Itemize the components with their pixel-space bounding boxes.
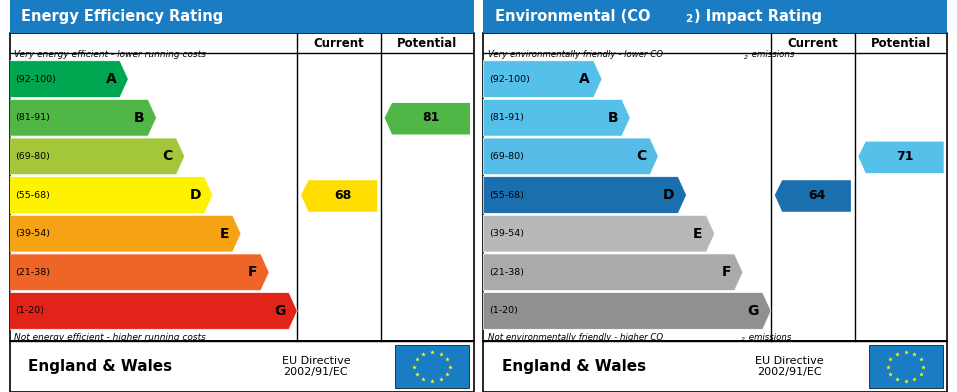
Bar (483, 0, 947, 33)
Text: 64: 64 (808, 189, 825, 201)
Text: emissions: emissions (749, 51, 794, 59)
Text: (39-54): (39-54) (15, 229, 50, 238)
Text: E: E (693, 227, 702, 241)
Text: (21-38): (21-38) (15, 268, 50, 277)
Bar (869, 345, 943, 388)
Text: B: B (608, 111, 618, 125)
Polygon shape (483, 61, 602, 98)
Text: C: C (163, 149, 172, 163)
Polygon shape (301, 180, 377, 212)
Text: Current: Current (788, 36, 838, 50)
Text: A: A (105, 72, 116, 86)
Polygon shape (483, 292, 771, 329)
Polygon shape (10, 177, 212, 213)
Text: EU Directive
2002/91/EC: EU Directive 2002/91/EC (755, 356, 824, 377)
Polygon shape (483, 215, 715, 252)
Text: (55-68): (55-68) (489, 191, 523, 200)
Text: G: G (274, 304, 285, 318)
Polygon shape (385, 103, 470, 134)
Polygon shape (10, 254, 269, 290)
Text: C: C (636, 149, 646, 163)
Polygon shape (10, 61, 128, 98)
Text: F: F (248, 265, 257, 279)
Polygon shape (483, 177, 686, 213)
Text: England & Wales: England & Wales (501, 359, 646, 374)
Text: Energy Efficiency Rating: Energy Efficiency Rating (21, 9, 223, 24)
Text: (1-20): (1-20) (15, 307, 44, 316)
Bar (395, 345, 469, 388)
Bar (10, 0, 474, 33)
Text: Not environmentally friendly - higher CO: Not environmentally friendly - higher CO (488, 333, 663, 341)
Polygon shape (483, 254, 743, 290)
Text: 2: 2 (745, 55, 748, 60)
Text: 2: 2 (741, 337, 745, 342)
Text: (81-91): (81-91) (489, 113, 523, 122)
Text: Potential: Potential (871, 36, 931, 50)
Text: (92-100): (92-100) (489, 74, 530, 83)
Polygon shape (483, 100, 631, 136)
Text: (1-20): (1-20) (489, 307, 518, 316)
Text: 71: 71 (896, 150, 914, 163)
Text: Current: Current (314, 36, 365, 50)
Text: Very environmentally friendly - lower CO: Very environmentally friendly - lower CO (488, 51, 663, 59)
Text: 2: 2 (685, 14, 693, 24)
Text: Not energy efficient - higher running costs: Not energy efficient - higher running co… (14, 333, 206, 341)
Text: ) Impact Rating: ) Impact Rating (695, 9, 822, 24)
Polygon shape (10, 215, 241, 252)
Text: (92-100): (92-100) (15, 74, 56, 83)
Text: EU Directive
2002/91/EC: EU Directive 2002/91/EC (281, 356, 350, 377)
Text: E: E (219, 227, 229, 241)
Polygon shape (10, 138, 185, 175)
Text: G: G (747, 304, 759, 318)
Polygon shape (775, 180, 851, 212)
Text: (69-80): (69-80) (15, 152, 50, 161)
Text: Very energy efficient - lower running costs: Very energy efficient - lower running co… (14, 51, 206, 59)
Text: F: F (722, 265, 731, 279)
Bar (483, 33, 947, 341)
Text: D: D (663, 188, 675, 202)
Polygon shape (483, 138, 658, 175)
Polygon shape (10, 100, 157, 136)
Text: (69-80): (69-80) (489, 152, 523, 161)
Bar (10, 33, 474, 341)
Text: 68: 68 (334, 189, 351, 201)
Text: A: A (579, 72, 590, 86)
Polygon shape (858, 142, 944, 173)
Text: (55-68): (55-68) (15, 191, 50, 200)
Bar (483, 341, 947, 392)
Text: England & Wales: England & Wales (28, 359, 172, 374)
Bar (10, 341, 474, 392)
Text: (39-54): (39-54) (489, 229, 523, 238)
Text: emissions: emissions (746, 333, 791, 341)
Text: B: B (134, 111, 145, 125)
Text: 81: 81 (422, 111, 439, 124)
Text: Environmental (CO: Environmental (CO (495, 9, 651, 24)
Text: (21-38): (21-38) (489, 268, 523, 277)
Text: (81-91): (81-91) (15, 113, 50, 122)
Polygon shape (10, 292, 298, 329)
Text: Potential: Potential (397, 36, 457, 50)
Text: D: D (189, 188, 201, 202)
